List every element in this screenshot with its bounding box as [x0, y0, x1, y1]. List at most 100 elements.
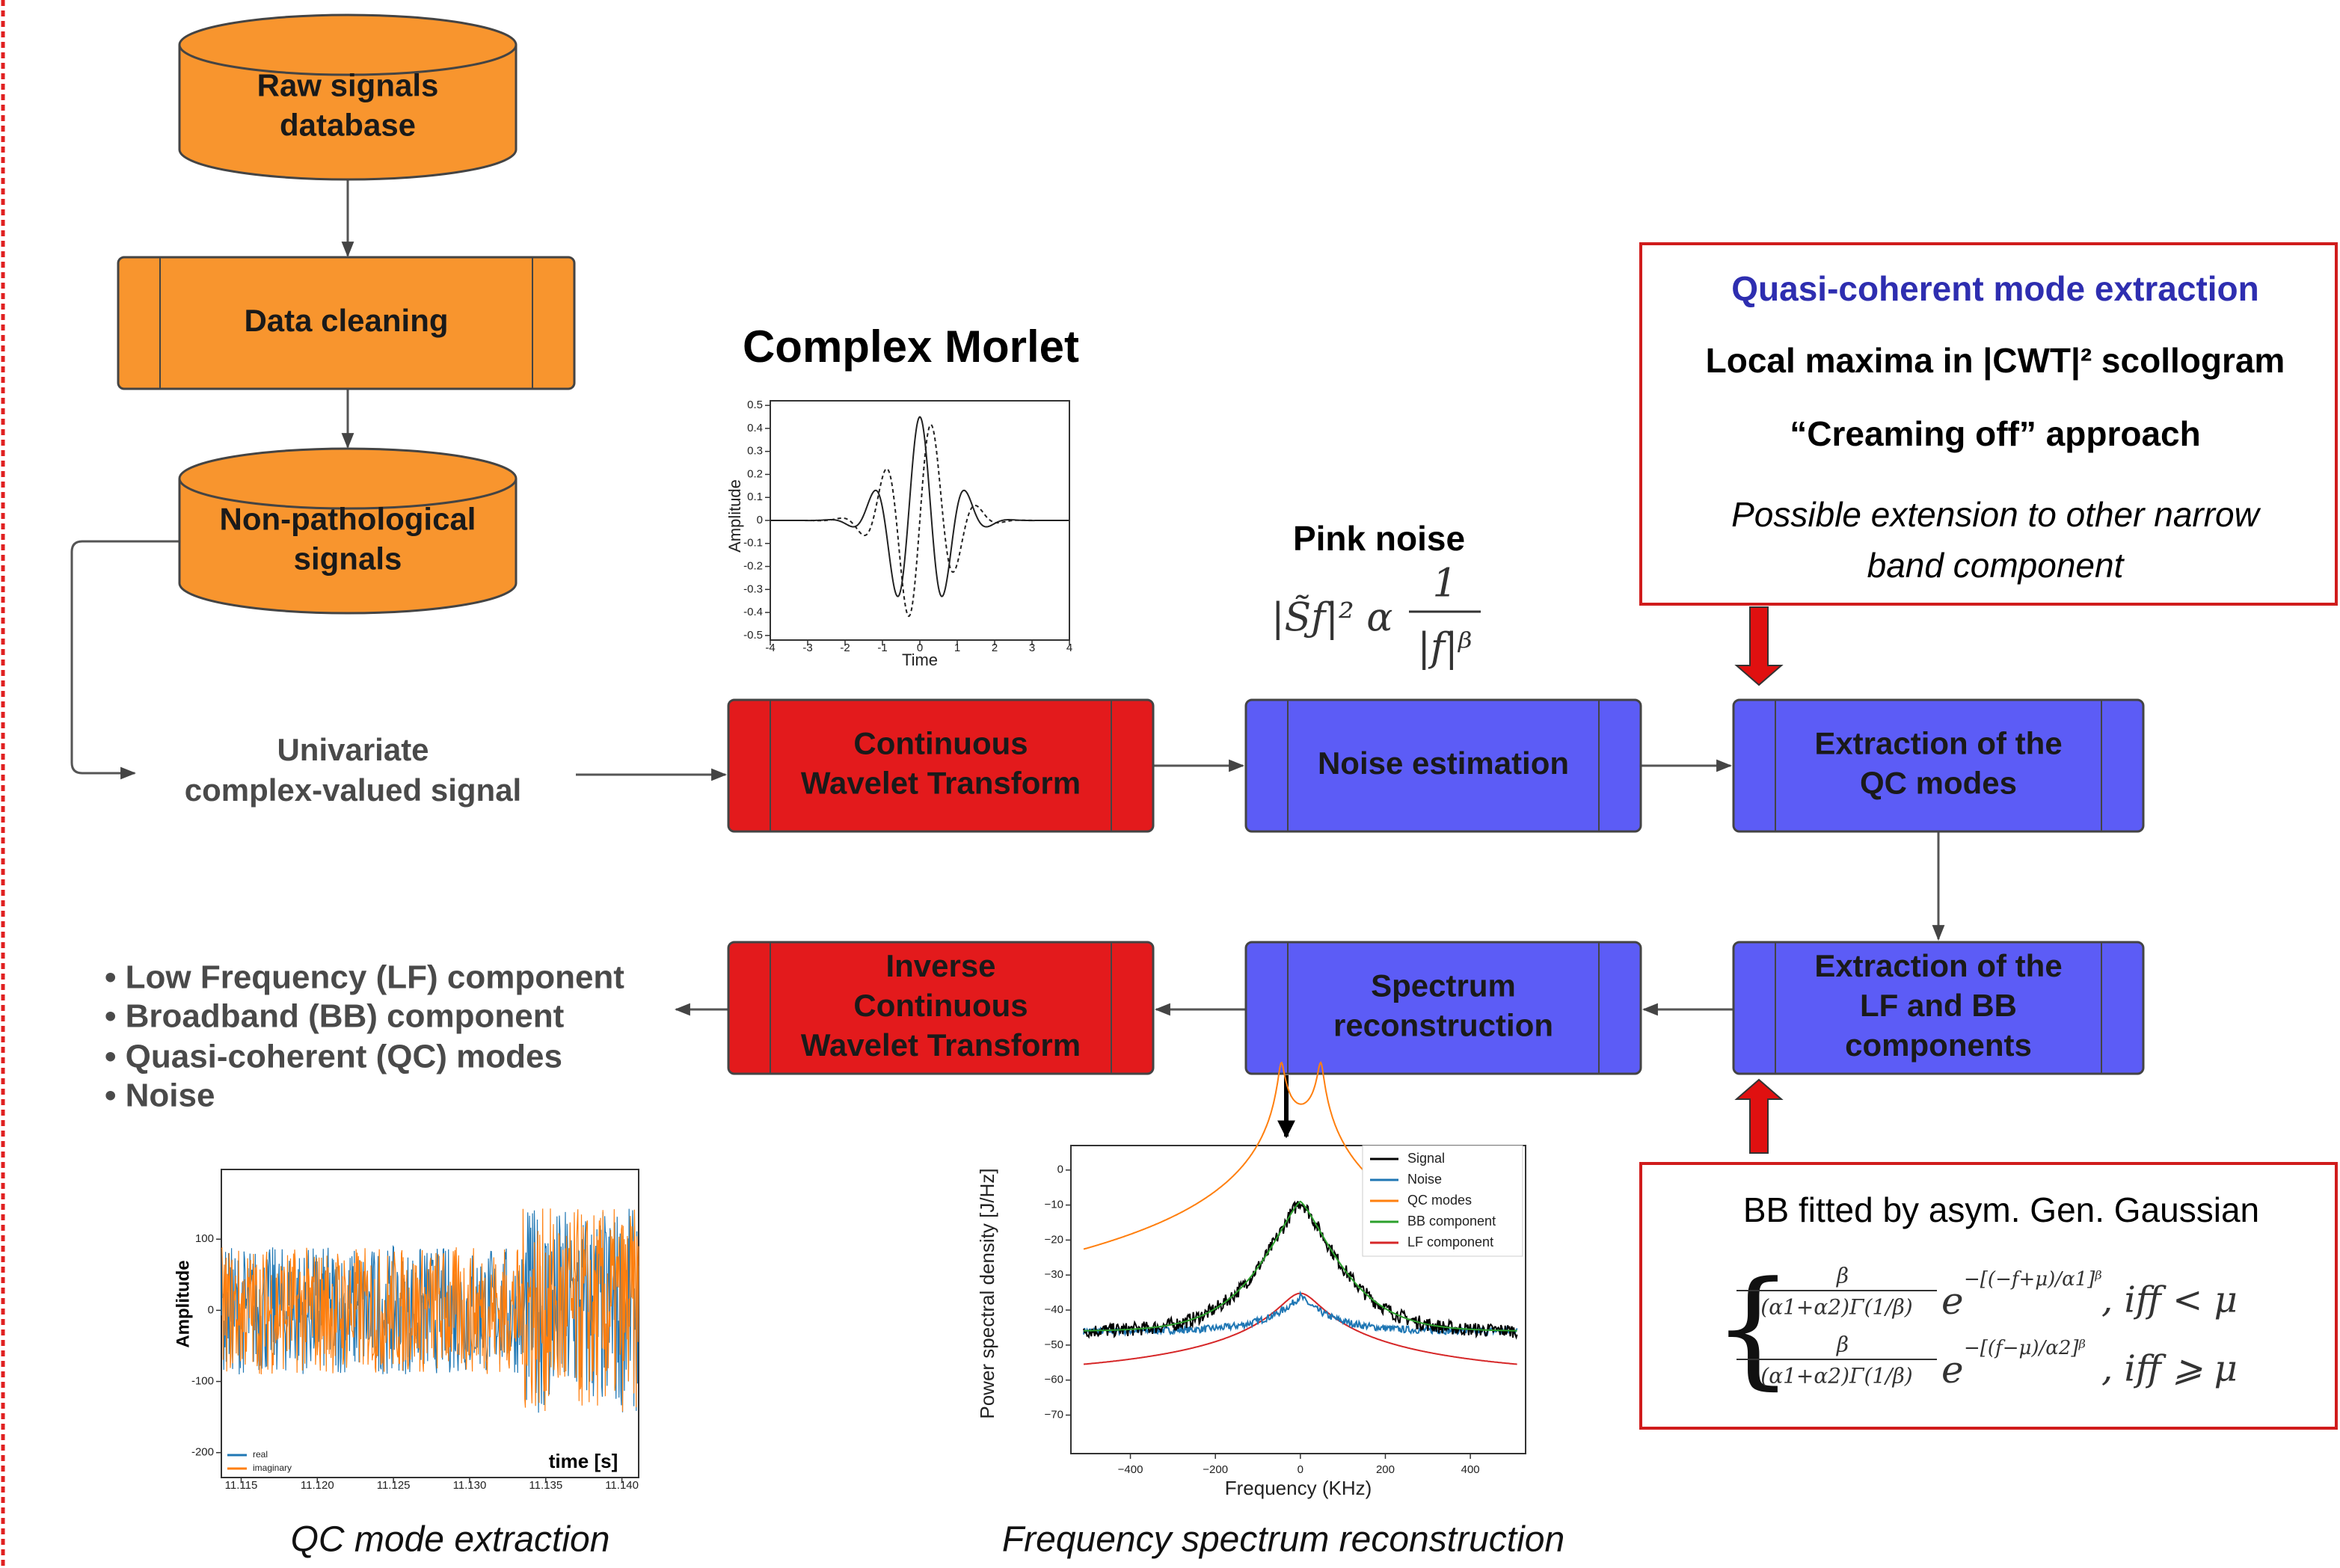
x-tick-label: 400 [1461, 1463, 1480, 1476]
legend-label: LF component [1407, 1235, 1493, 1249]
x-tick-label: -4 [765, 642, 775, 654]
x-tick-label: 11.130 [453, 1479, 487, 1492]
y-tick-label: −30 [1045, 1268, 1063, 1281]
formula: (α1+α2)Γ(1/β) [1760, 1295, 1912, 1320]
legend-label: BB component [1407, 1214, 1496, 1229]
node-label: reconstruction [1333, 1008, 1553, 1043]
morlet-title: Complex Morlet [743, 322, 1079, 372]
node-label: database [280, 108, 416, 143]
formula: e [1941, 1348, 1964, 1392]
axis-label: Power spectral density [J/Hz] [976, 1168, 998, 1418]
y-tick-label: −50 [1045, 1338, 1063, 1351]
x-tick-label: 11.140 [605, 1479, 639, 1492]
y-tick-label: −10 [1045, 1199, 1063, 1211]
x-tick-label: 1 [954, 642, 960, 654]
database-rim [178, 44, 518, 76]
illustrative-curve [1083, 1200, 1518, 1340]
legend-label: Noise [1407, 1172, 1442, 1187]
x-tick-label: 11.125 [377, 1479, 411, 1492]
node-label: components [1845, 1027, 2032, 1063]
y-tick-label: 0.4 [747, 422, 763, 434]
process-node [727, 941, 1155, 1075]
node-label: Continuous [853, 988, 1028, 1023]
x-tick-label: 0 [917, 642, 923, 654]
y-tick-label: -100 [191, 1375, 214, 1388]
illustrative-curve [1084, 1200, 1517, 1332]
qc-line: “Creaming off” approach [1790, 414, 2201, 453]
database-node [178, 13, 518, 181]
output-item: • Broadband (BB) component [105, 998, 565, 1035]
output-item: • Quasi-coherent (QC) modes [105, 1039, 562, 1075]
bb-note-box [1639, 1162, 2338, 1430]
legend-label: QC modes [1407, 1193, 1472, 1208]
x-tick-label: 2 [992, 642, 998, 654]
y-tick-label: 0 [1057, 1163, 1063, 1176]
x-tick-label: −400 [1118, 1463, 1143, 1476]
node-label: Extraction of the [1814, 948, 2062, 983]
caption: QC mode extraction [291, 1520, 610, 1560]
node-label: Wavelet Transform [801, 766, 1081, 801]
axis-label: Amplitude [725, 479, 744, 553]
formula: e [1941, 1279, 1964, 1323]
process-node [117, 256, 576, 390]
formula: 1 [1432, 562, 1457, 606]
y-tick-label: 0.3 [747, 445, 763, 458]
y-tick-label: -0.3 [743, 582, 763, 595]
axis-label: Time [902, 651, 938, 669]
process-node [1732, 698, 2145, 833]
qc-note-box [1639, 242, 2338, 606]
y-tick-label: -200 [191, 1446, 214, 1459]
y-tick-label: 0.1 [747, 491, 763, 503]
x-tick-label: 11.115 [225, 1479, 258, 1492]
formula: β [1836, 1264, 1849, 1288]
qc-note: band component [1867, 546, 2125, 585]
formula: −[(−f+μ)/α1]ᵝ [1964, 1268, 2102, 1291]
y-tick-label: 0.5 [747, 399, 763, 411]
formula: , iff < μ [2101, 1279, 2238, 1321]
formula: (α1+α2)Γ(1/β) [1760, 1364, 1912, 1389]
axis-label: time [s] [549, 1450, 618, 1472]
qc-heading: Quasi-coherent mode extraction [1731, 269, 2259, 308]
connectors [70, 179, 1945, 1154]
y-tick-label: 100 [195, 1232, 214, 1245]
brace: { [1713, 1254, 1793, 1402]
x-tick-label: 4 [1066, 642, 1072, 654]
formula: |f|ᵝ [1417, 626, 1472, 671]
y-tick-label: -0.4 [743, 606, 763, 618]
x-tick-label: 11.120 [301, 1479, 334, 1492]
y-tick-label: -0.2 [743, 560, 763, 573]
x-tick-label: 3 [1029, 642, 1035, 654]
node-label: LF and BB [1860, 988, 2017, 1023]
formula: , iff ⩾ μ [2101, 1348, 2238, 1390]
y-tick-label: 0 [208, 1303, 214, 1316]
process-node [1732, 941, 2145, 1075]
pink-noise-title: Pink noise [1293, 519, 1465, 558]
node-label: Data cleaning [244, 303, 448, 338]
node-label: signals [294, 541, 402, 577]
illustrative-curve [221, 1208, 639, 1412]
caption: Frequency spectrum reconstruction [1002, 1520, 1564, 1560]
x-tick-label: 11.135 [529, 1479, 562, 1492]
y-tick-label: 0.2 [747, 467, 763, 480]
legend-label: real [253, 1449, 268, 1460]
x-tick-label: −200 [1203, 1463, 1228, 1476]
y-tick-label: -0.5 [743, 629, 763, 642]
y-tick-label: 0 [757, 514, 763, 526]
x-tick-label: -2 [840, 642, 850, 654]
y-tick-label: −40 [1045, 1303, 1063, 1316]
process-node [1244, 698, 1642, 833]
node-label: Raw signals [257, 68, 439, 103]
legend-label: Signal [1407, 1151, 1445, 1166]
input-label: complex-valued signal [185, 772, 521, 808]
process-node [1244, 941, 1642, 1075]
node-label: Extraction of the [1814, 726, 2062, 761]
y-tick-label: −20 [1045, 1233, 1063, 1246]
axis-label: Frequency (KHz) [1225, 1477, 1372, 1499]
qc-note: Possible extension to other narrow [1731, 495, 2261, 534]
qc-line: Local maxima in |CWT|² scollogram [1706, 341, 2285, 380]
x-tick-label: -3 [802, 642, 812, 654]
node-label: Spectrum [1371, 968, 1516, 1003]
output-item: • Low Frequency (LF) component [105, 959, 624, 996]
illustrative-curve [770, 423, 1069, 618]
